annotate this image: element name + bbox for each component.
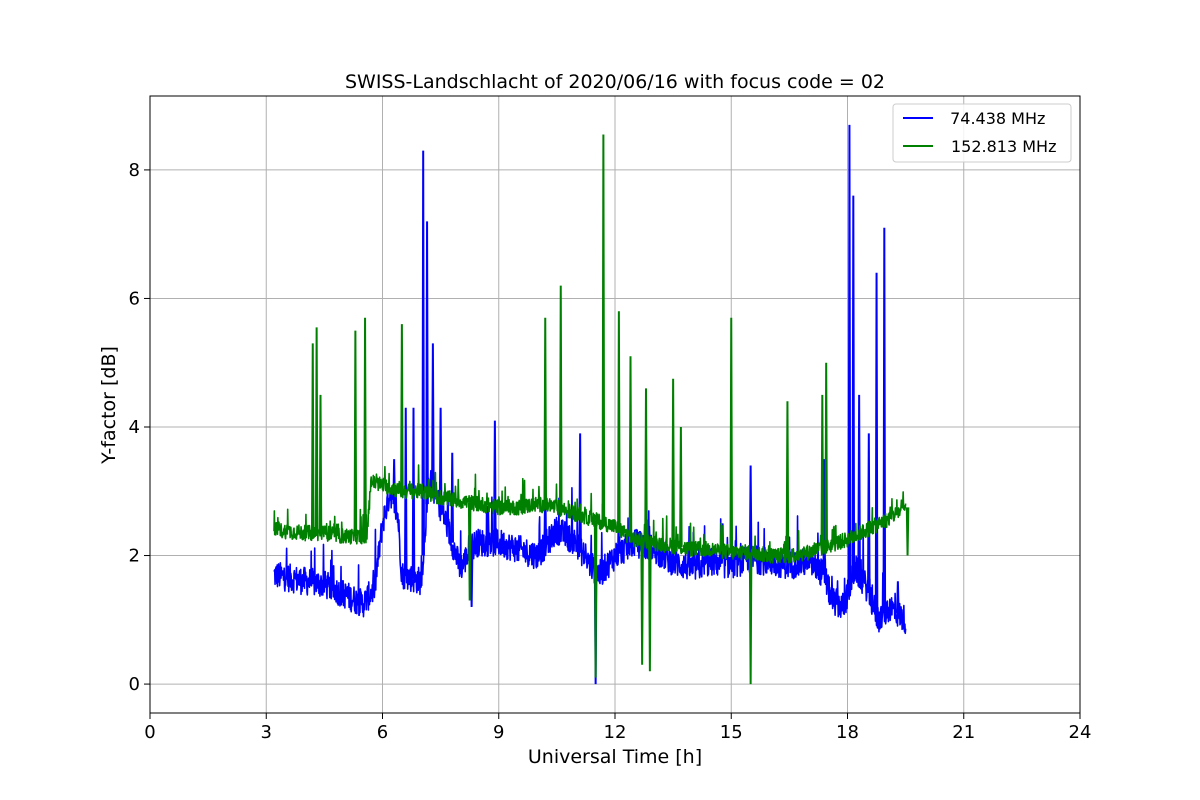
series-74-mhz-spike [438, 407, 443, 508]
series-152-mhz-spike [543, 317, 548, 506]
series-74-mhz-spike [578, 433, 582, 550]
series-74-mhz-spike [867, 433, 871, 594]
series-74-mhz-spike [469, 549, 474, 607]
series-74-mhz-spike [851, 195, 856, 575]
legend-label-74-mhz: 74.438 MHz [945, 109, 1045, 128]
series-152-mhz-spike [318, 394, 323, 534]
x-tick-label: 24 [1069, 722, 1092, 743]
series-74-mhz-spike [857, 394, 861, 575]
series-74-mhz-spike [425, 221, 429, 505]
series-152-mhz-spike [558, 285, 563, 509]
series-74-mhz-spike [421, 150, 425, 556]
series-152-mhz-spike [905, 507, 910, 556]
x-tick-label: 12 [604, 722, 627, 743]
series-74-mhz-spike [392, 459, 396, 505]
y-axis-label: Y-factor [dB] [98, 346, 120, 465]
series-74-mhz-spike [403, 407, 408, 577]
series-74-mhz-spike [874, 272, 879, 615]
series-152-mhz [273, 464, 907, 564]
series-152-mhz-spike [593, 520, 598, 678]
x-tick-label: 9 [493, 722, 504, 743]
series-74-mhz [273, 451, 907, 635]
plot-series [273, 124, 910, 685]
legend-box [892, 103, 1072, 163]
legend: 74.438 MHz 152.813 MHz [892, 103, 1072, 163]
series-152-mhz-spike [314, 327, 319, 534]
series-152-mhz-spike [601, 134, 606, 523]
series-152-mhz-spike [310, 343, 315, 534]
series-74-mhz-spike [882, 227, 887, 614]
series-74-mhz-spike [748, 465, 753, 559]
legend-label-152-mhz: 152.813 MHz [951, 137, 1056, 156]
series-152-mhz-spike [640, 540, 644, 665]
series-152-mhz-spike [785, 401, 790, 556]
series-152-mhz-spike [729, 317, 734, 553]
series-152-mhz-spike [671, 378, 675, 546]
y-tick-label: 8 [129, 160, 140, 181]
series-74-mhz-spike [896, 581, 900, 614]
y-tick-label: 6 [129, 288, 140, 309]
x-tick-label: 15 [720, 722, 743, 743]
x-tick-label: 18 [836, 722, 859, 743]
series-152-mhz-spike [824, 362, 828, 547]
x-tick-label: 0 [144, 722, 155, 743]
y-tick-label: 4 [129, 417, 140, 438]
x-tick-label: 6 [377, 722, 388, 743]
series-152-mhz-spike [363, 317, 367, 537]
x-tick-label: 21 [952, 722, 975, 743]
series-74-mhz-spike [847, 124, 852, 588]
series-74-mhz-spike [411, 407, 416, 579]
series-152-mhz-spike [400, 324, 404, 492]
series-74-mhz-spike [431, 343, 435, 489]
series-74-mhz-spike [450, 452, 455, 543]
x-tick-label: 3 [261, 722, 272, 743]
y-tick-label: 2 [129, 546, 140, 567]
series-152-mhz-spike [617, 311, 621, 530]
x-axis-label: Universal Time [h] [528, 746, 702, 768]
series-152-mhz-spike [644, 388, 648, 542]
series-152-mhz-spike [679, 426, 683, 548]
series-74-mhz-spike [493, 420, 497, 543]
series-152-mhz-spike [628, 356, 633, 537]
chart-title: SWISS-Landschlacht of 2020/06/16 with fo… [345, 71, 885, 93]
series-152-mhz-spike [748, 552, 753, 685]
series-152-mhz-spike [648, 542, 652, 672]
series-152-mhz-spike [820, 394, 825, 548]
y-tick-label: 0 [129, 674, 140, 695]
series-152-mhz-spike [467, 502, 472, 601]
series-152-mhz-spike [353, 330, 358, 537]
